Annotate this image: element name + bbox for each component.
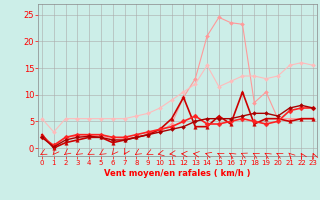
X-axis label: Vent moyen/en rafales ( km/h ): Vent moyen/en rafales ( km/h ) bbox=[104, 169, 251, 178]
